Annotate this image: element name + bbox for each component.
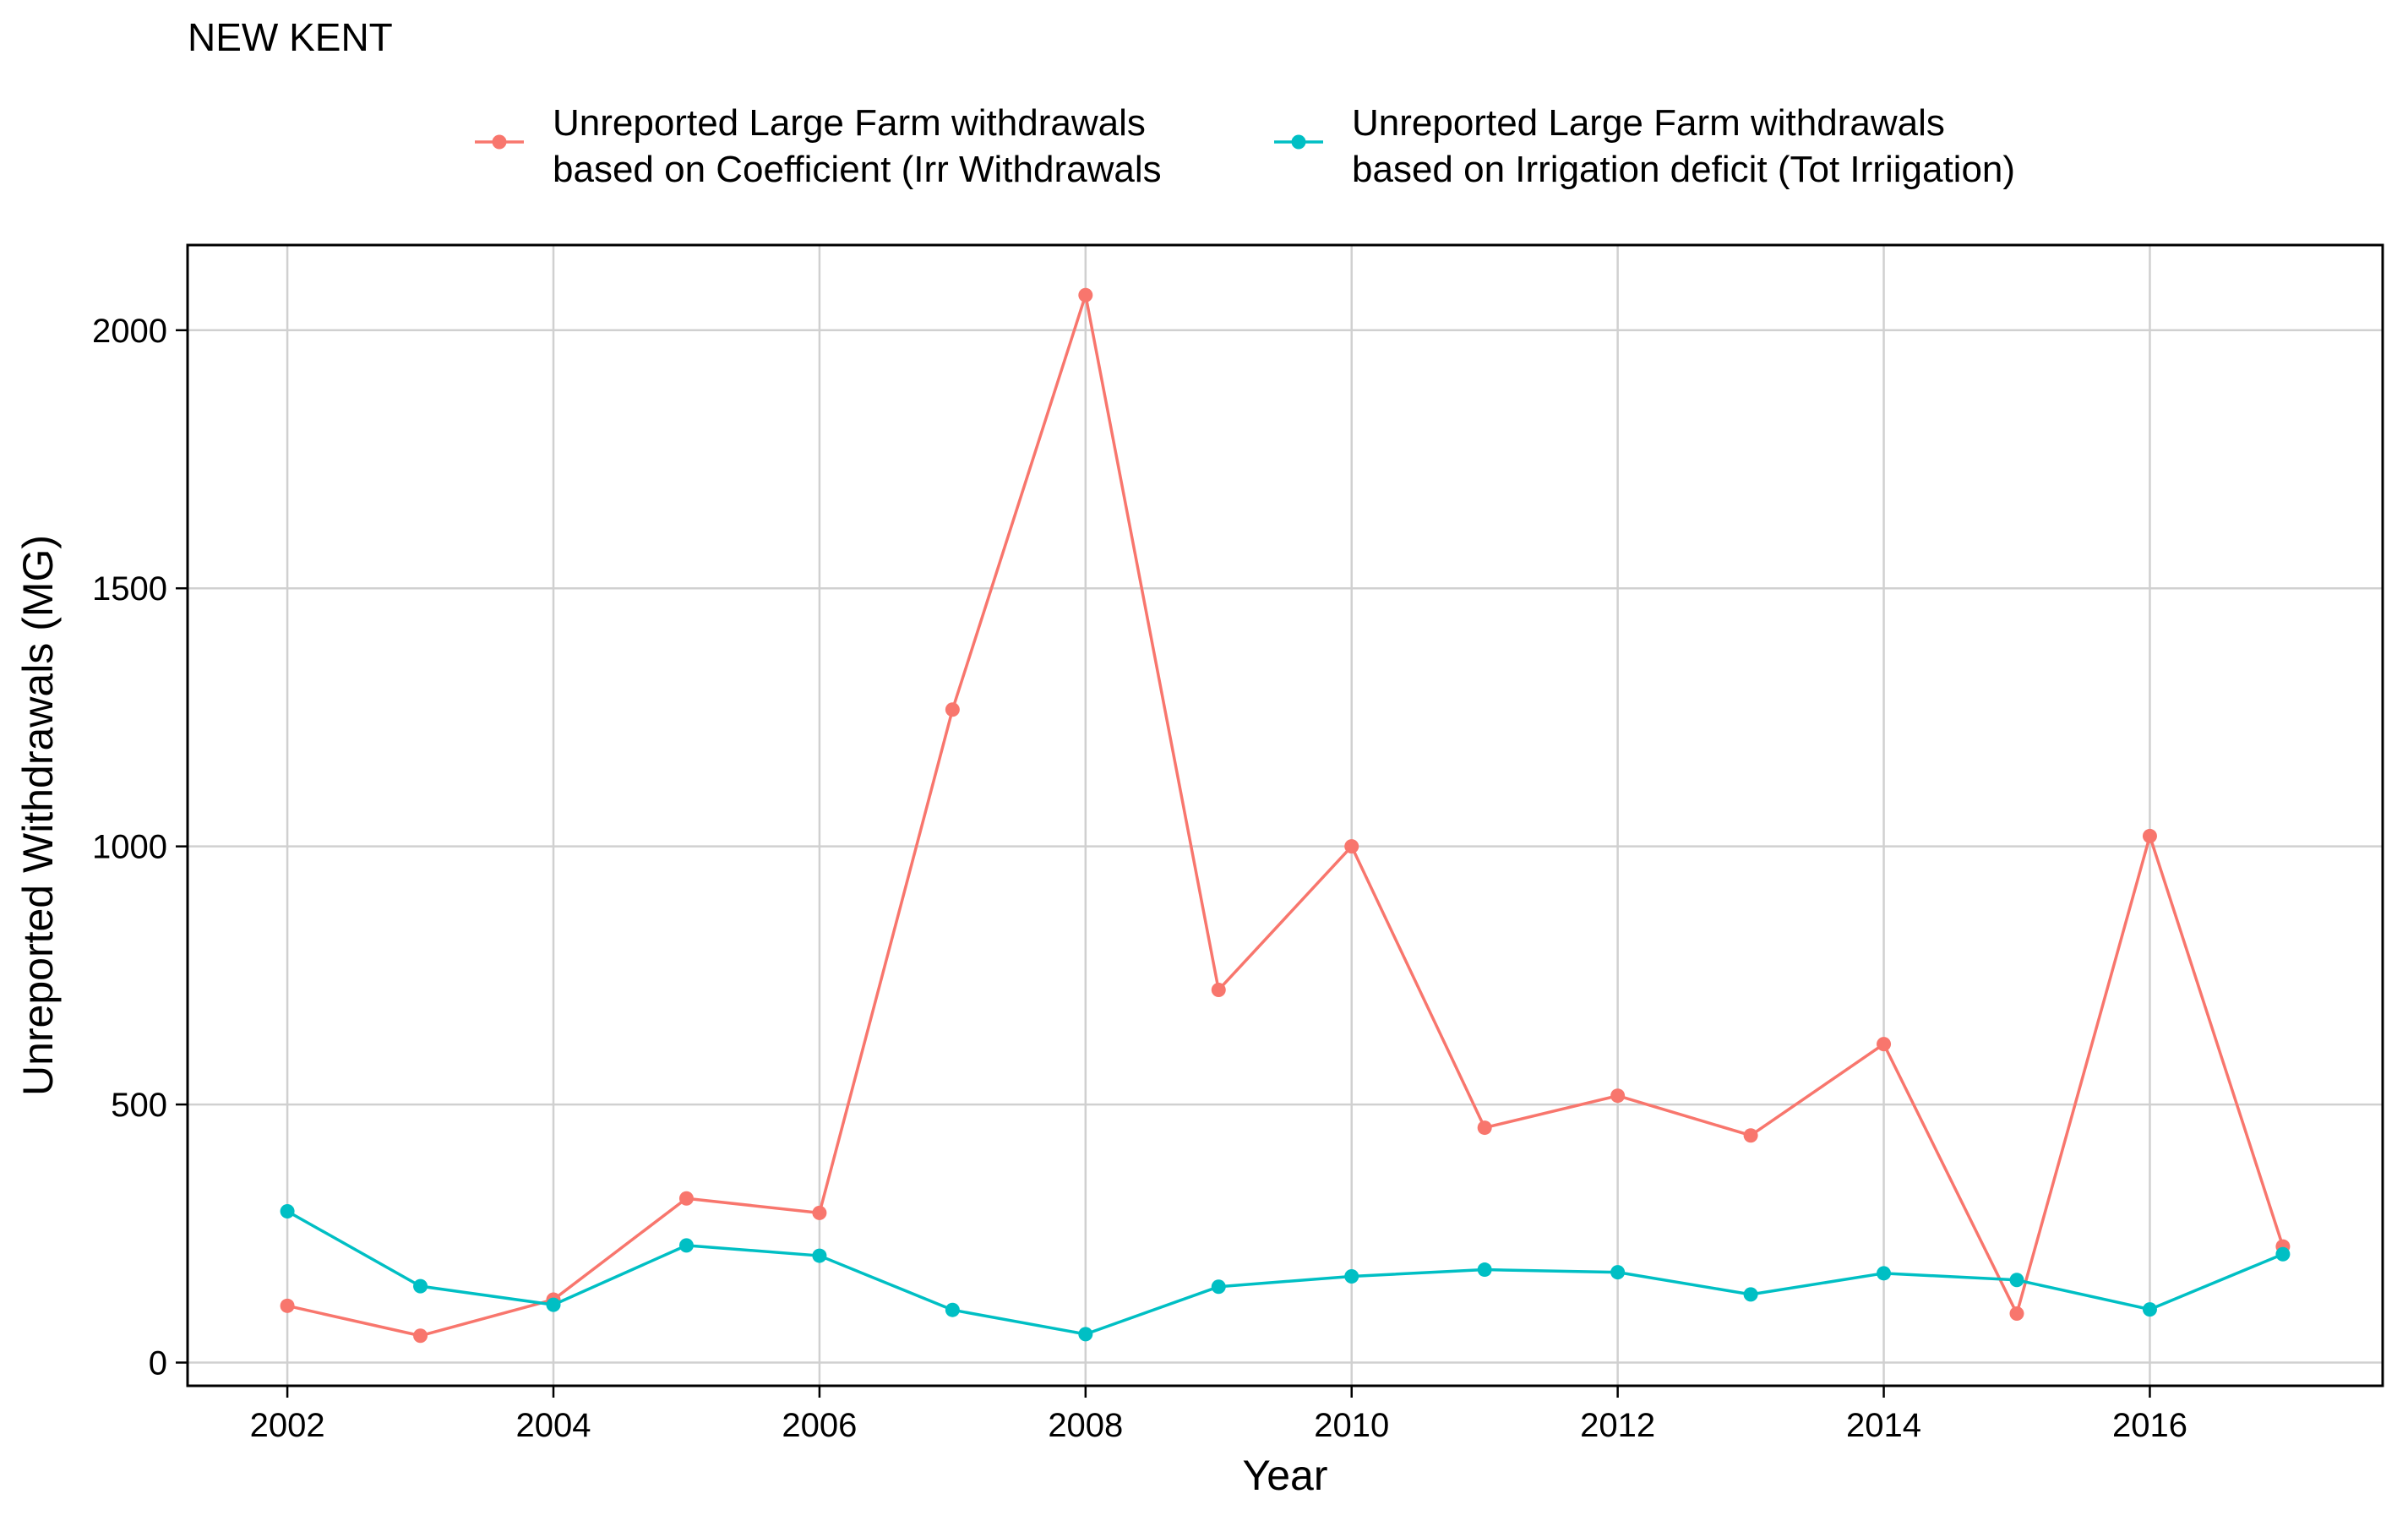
y-tick-label: 0	[149, 1345, 167, 1382]
x-tick-label: 2006	[782, 1407, 857, 1444]
series-2-point	[812, 1248, 827, 1263]
x-tick-label: 2004	[516, 1407, 591, 1444]
series-1-point	[1877, 1037, 1892, 1052]
series-1-point	[678, 1191, 694, 1206]
series-2-point	[678, 1238, 694, 1253]
series-1-point	[280, 1298, 295, 1313]
axes: 2002 2004 2006 2008 2010 2012 2014 2016 0 500 1000…	[92, 313, 2187, 1444]
chart-title: NEW KENT	[188, 15, 393, 59]
series-2-point	[2142, 1302, 2157, 1317]
series-1-line	[286, 293, 2285, 1338]
y-tick-label: 2000	[92, 313, 167, 350]
legend: Unreported Large Farm withdrawals based o…	[475, 102, 2015, 190]
legend-label: Unreported Large Farm withdrawals	[1352, 102, 1945, 144]
series-2-line	[286, 1210, 2284, 1336]
series-1-point	[2009, 1306, 2024, 1321]
series-1-point	[1610, 1088, 1626, 1104]
series-1-point	[1477, 1120, 1492, 1136]
series-1-point	[1211, 982, 1226, 997]
series-1-point	[945, 702, 960, 717]
series-2-point	[2275, 1246, 2291, 1262]
x-tick-label: 2008	[1048, 1407, 1123, 1444]
series-2-point	[1877, 1266, 1892, 1281]
x-tick-label: 2010	[1314, 1407, 1389, 1444]
legend-key-point	[492, 134, 507, 150]
series-2-point	[280, 1204, 295, 1219]
x-tick-label: 2014	[1846, 1407, 1921, 1444]
legend-item-2: Unreported Large Farm withdrawals based o…	[1274, 102, 2015, 190]
series-layer	[280, 287, 2291, 1344]
series-2-point	[1610, 1265, 1626, 1280]
plot-panel-border	[186, 243, 2384, 1387]
x-tick-label: 2012	[1580, 1407, 1655, 1444]
series-1	[280, 287, 2291, 1344]
x-axis-title: Year	[1242, 1452, 1327, 1499]
series-2-point	[1344, 1268, 1359, 1284]
legend-label: Unreported Large Farm withdrawals	[553, 102, 1146, 144]
series-2-point	[2009, 1273, 2024, 1288]
series-2-point	[1078, 1327, 1093, 1342]
series-1-point	[1743, 1128, 1758, 1143]
legend-label: based on Irrigation deficit (Tot Irriiga…	[1352, 149, 2015, 190]
x-tick-label: 2016	[2112, 1407, 2187, 1444]
y-tick-label: 1000	[92, 829, 167, 866]
series-2-point	[1743, 1287, 1758, 1302]
y-axis-title: Unreported Withdrawals (MG)	[14, 535, 62, 1096]
y-tick-label: 500	[111, 1087, 167, 1124]
series-2-point	[413, 1278, 428, 1294]
series-1-point	[2142, 828, 2157, 843]
series-2-point	[945, 1302, 960, 1317]
x-tick-label: 2002	[250, 1407, 325, 1444]
legend-key-point	[1291, 134, 1306, 150]
y-tick-label: 1500	[92, 570, 167, 608]
legend-label: based on Coefficient (Irr Withdrawals	[553, 149, 1162, 190]
series-1-point	[812, 1205, 827, 1220]
series-1-point	[1344, 839, 1359, 854]
series-2-point	[1477, 1262, 1492, 1278]
series-2	[280, 1204, 2291, 1342]
series-2-point	[1211, 1279, 1226, 1295]
series-1-point	[413, 1328, 428, 1344]
grid	[188, 245, 2383, 1386]
series-1-point	[1078, 287, 1093, 303]
series-2-point	[546, 1297, 561, 1312]
legend-item-1: Unreported Large Farm withdrawals based o…	[475, 102, 1162, 190]
